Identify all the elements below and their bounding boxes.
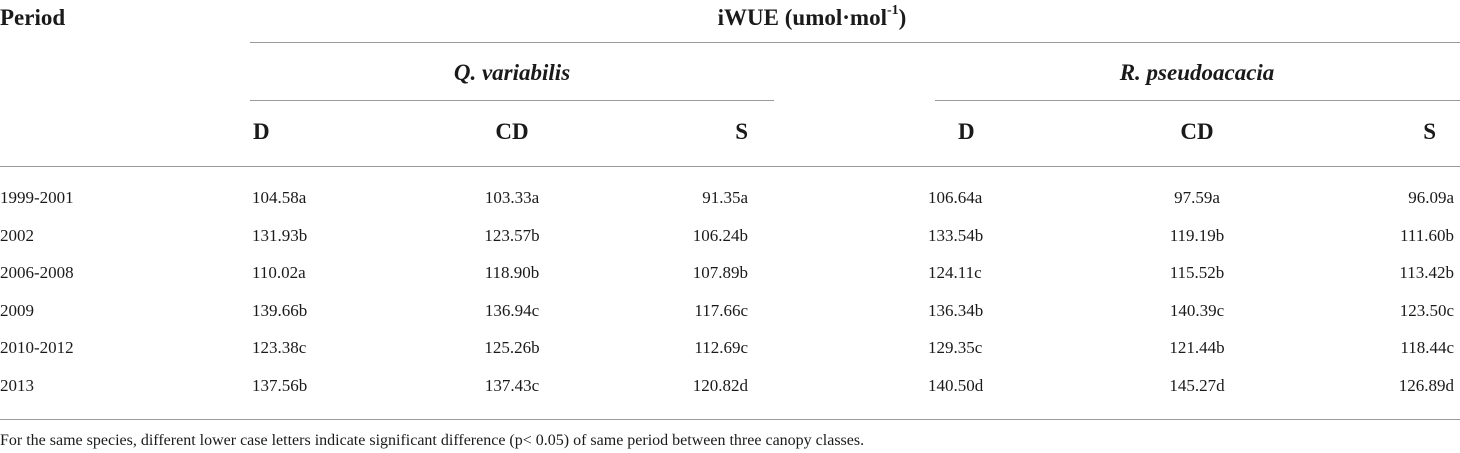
table-cell: 145.27d bbox=[1169, 376, 1225, 395]
row-period: 2002 bbox=[0, 226, 34, 245]
row-period: 1999-2001 bbox=[0, 188, 74, 207]
table-cell: 124.11c bbox=[928, 263, 982, 282]
rule-under-group bbox=[250, 42, 1460, 43]
table-cell: 117.66c bbox=[694, 301, 748, 320]
table-cell: 133.54b bbox=[928, 226, 984, 245]
row-period: 2013 bbox=[0, 376, 34, 395]
row-period: 2009 bbox=[0, 301, 34, 320]
species-header-q-variabilis: Q. variabilis bbox=[453, 60, 571, 85]
table-cell: 140.50d bbox=[928, 376, 984, 395]
group-title-end: ) bbox=[898, 5, 907, 30]
group-title-sup: -1 bbox=[886, 3, 899, 19]
table-cell: 123.50c bbox=[1399, 301, 1454, 320]
table-cell: 91.35a bbox=[702, 188, 748, 207]
table-cell: 140.39c bbox=[1169, 301, 1225, 320]
class-header-d-q: D bbox=[253, 119, 270, 144]
table-cell: 137.56b bbox=[252, 376, 308, 395]
row-period: 2006-2008 bbox=[0, 263, 74, 282]
table-cell: 107.89b bbox=[692, 263, 748, 282]
table-cell: 97.59a bbox=[1174, 188, 1220, 207]
table-cell: 120.82d bbox=[692, 376, 748, 395]
rule-under-r-pseudoacacia bbox=[935, 100, 1460, 101]
table-cell: 131.93b bbox=[252, 226, 308, 245]
table-cell: 126.89d bbox=[1398, 376, 1454, 395]
table-cell: 106.24b bbox=[692, 226, 748, 245]
table-cell: 112.69c bbox=[694, 338, 748, 357]
table-cell: 110.02a bbox=[252, 263, 306, 282]
table-cell: 119.19b bbox=[1169, 226, 1225, 245]
table-cell: 115.52b bbox=[1169, 263, 1225, 282]
table-cell: 106.64a bbox=[928, 188, 983, 207]
table-cell: 136.94c bbox=[484, 301, 540, 320]
species-header-r-pseudoacacia: R. pseudoacacia bbox=[1119, 60, 1275, 85]
row-period: 2010-2012 bbox=[0, 338, 74, 357]
footnote: For the same species, different lower ca… bbox=[0, 432, 865, 449]
period-header: Period bbox=[0, 5, 66, 30]
class-header-s-q: S bbox=[735, 119, 748, 144]
table-cell: 136.34b bbox=[928, 301, 984, 320]
rule-bottom bbox=[0, 419, 1460, 420]
table-cell: 111.60b bbox=[1400, 226, 1454, 245]
table-cell: 139.66b bbox=[252, 301, 308, 320]
class-header-d-r: D bbox=[958, 119, 975, 144]
class-header-cd-r: CD bbox=[1180, 119, 1214, 144]
table-cell: 113.42b bbox=[1399, 263, 1454, 282]
rule-under-q-variabilis bbox=[250, 100, 774, 101]
table-cell: 137.43c bbox=[484, 376, 540, 395]
rule-under-header bbox=[0, 166, 1460, 167]
table-cell: 118.44c bbox=[1400, 338, 1454, 357]
table-cell: 96.09a bbox=[1408, 188, 1454, 207]
table-cell: 104.58a bbox=[252, 188, 307, 207]
group-title-text: iWUE (umol·mol bbox=[717, 5, 887, 30]
table-cell: 125.26b bbox=[484, 338, 540, 357]
table-cell: 129.35c bbox=[928, 338, 983, 357]
table-cell: 121.44b bbox=[1169, 338, 1225, 357]
table-cell: 123.57b bbox=[484, 226, 540, 245]
group-title: iWUE (umol·mol-1) bbox=[718, 4, 907, 32]
table-cell: 118.90b bbox=[484, 263, 540, 282]
class-header-s-r: S bbox=[1423, 119, 1436, 144]
table-cell: 123.38c bbox=[252, 338, 307, 357]
table-cell: 103.33a bbox=[484, 188, 540, 207]
class-header-cd-q: CD bbox=[495, 119, 529, 144]
